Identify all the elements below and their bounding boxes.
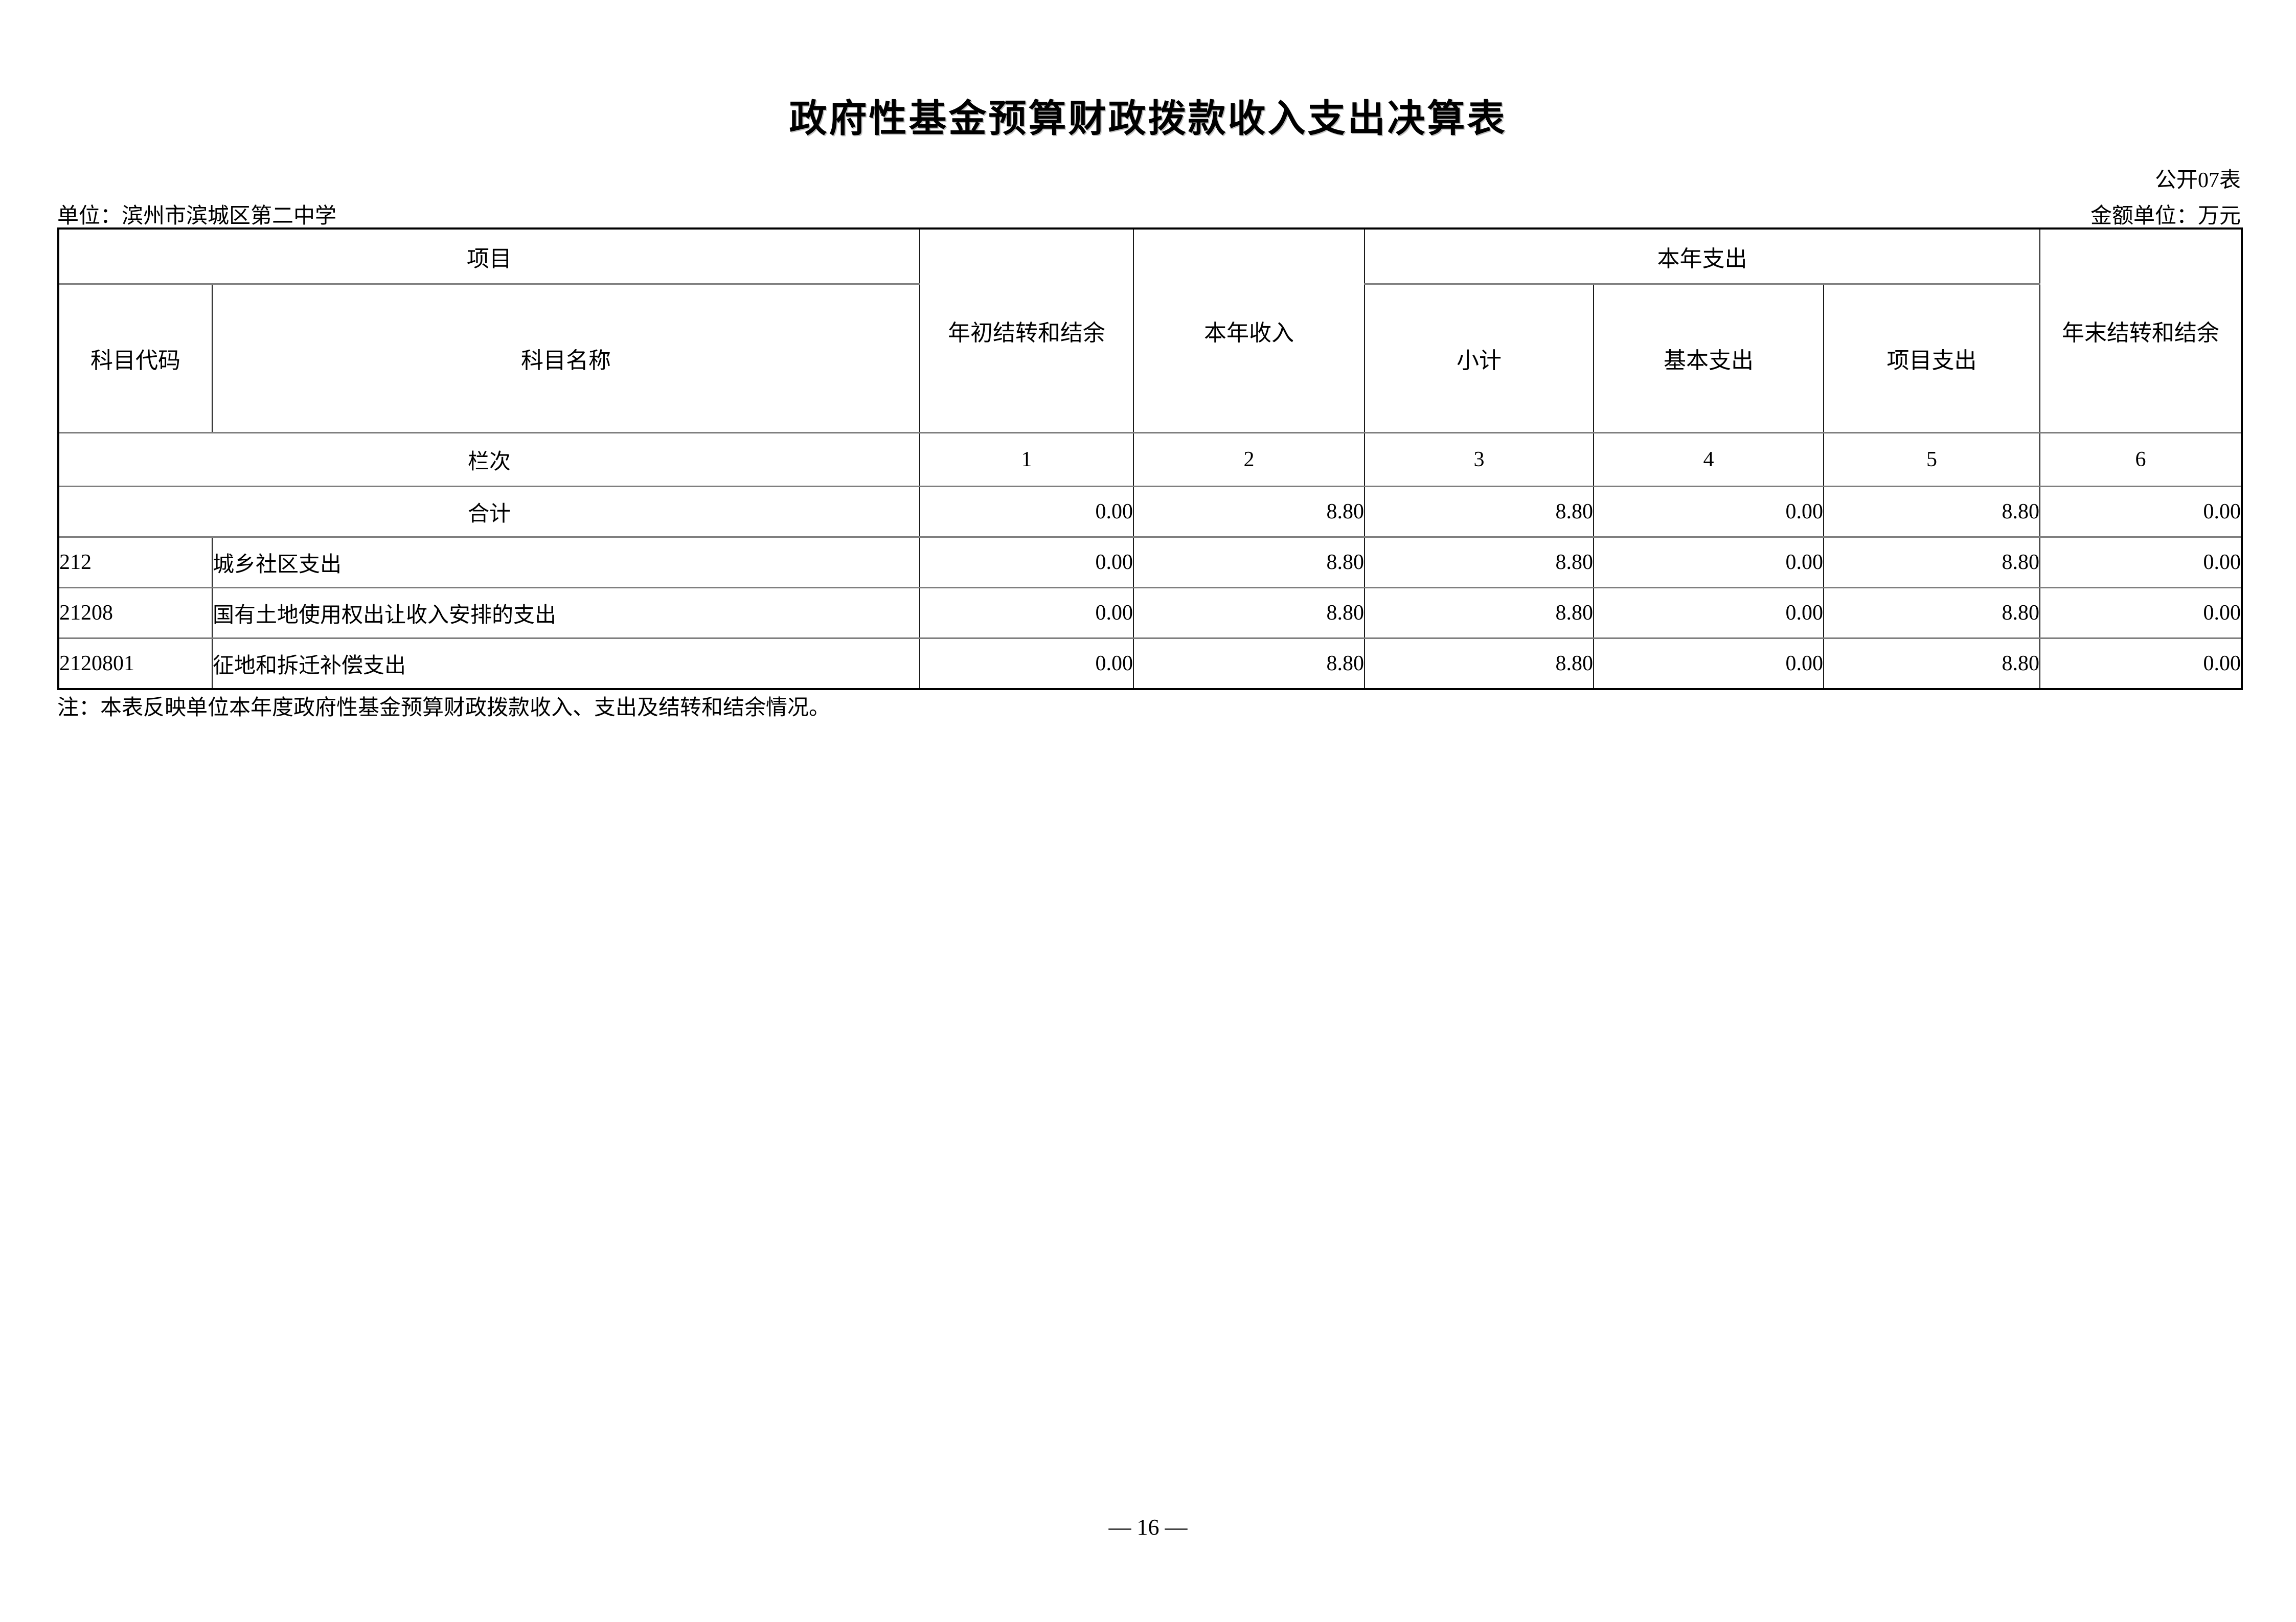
column-index-row: 栏次 1 2 3 4 5 6 [58, 432, 2243, 487]
header-year-income: 本年收入 [1133, 227, 1365, 433]
value-cell: 8.80 [1133, 486, 1365, 538]
col-index-1: 1 [919, 432, 1134, 487]
table-row-2120801: 2120801 征地和拆迁补偿支出 0.00 8.80 8.80 0.00 8.… [58, 637, 2243, 690]
subject-code-cell: 2120801 [58, 637, 213, 690]
page-title: 政府性基金预算财政拨款收入支出决算表 [789, 97, 1507, 140]
subject-name-cell: 国有土地使用权出让收入安排的支出 [212, 587, 920, 639]
value-cell: 8.80 [1823, 587, 2041, 639]
table-header-row-top: 项目 年初结转和结余 本年收入 本年支出 年末结转和结余 [58, 227, 2243, 433]
value-cell: 8.80 [1823, 536, 2041, 588]
value-cell: 0.00 [1593, 486, 1824, 538]
subject-name-cell: 征地和拆迁补偿支出 [212, 637, 920, 690]
table-header-row-sub: 科目代码 科目名称 小计 基本支出 项目支出 [58, 283, 2242, 433]
value-cell: 0.00 [919, 486, 1134, 538]
header-subtotal: 小计 [1364, 283, 1594, 433]
value-cell: 8.80 [1364, 536, 1594, 588]
value-cell: 0.00 [2039, 536, 2243, 588]
table-note: 注：本表反映单位本年度政府性基金预算财政拨款收入、支出及结转和结余情况。 [57, 696, 831, 720]
value-cell: 8.80 [1133, 536, 1365, 588]
value-cell: 0.00 [919, 536, 1134, 588]
value-cell: 8.80 [1133, 637, 1365, 690]
header-basic-expense: 基本支出 [1593, 283, 1824, 433]
subject-code-cell: 212 [58, 536, 213, 588]
value-cell: 0.00 [2039, 587, 2243, 639]
unit-label: 单位：滨州市滨城区第二中学 [57, 204, 337, 228]
value-cell: 0.00 [1593, 637, 1824, 690]
page-number: — 16 — [1108, 1515, 1188, 1540]
table-row-total: 合计 0.00 8.80 8.80 0.00 8.80 0.00 [58, 486, 2243, 538]
lanci-label: 栏次 [58, 432, 920, 487]
col-index-4: 4 [1593, 432, 1824, 487]
subject-name-cell: 城乡社区支出 [212, 536, 920, 588]
col-index-3: 3 [1364, 432, 1594, 487]
table-row-212: 212 城乡社区支出 0.00 8.80 8.80 0.00 8.80 0.00 [58, 536, 2243, 588]
value-cell: 0.00 [1593, 536, 1824, 588]
header-year-expense: 本年支出 [1363, 227, 2041, 285]
value-cell: 0.00 [1593, 587, 1824, 639]
header-subject-name: 科目名称 [212, 283, 920, 433]
value-cell: 8.80 [1364, 587, 1594, 639]
col-index-5: 5 [1823, 432, 2041, 487]
header-begin-balance: 年初结转和结余 [919, 227, 1134, 433]
value-cell: 8.80 [1133, 587, 1365, 639]
value-cell: 8.80 [1364, 486, 1594, 538]
value-cell: 8.80 [1823, 637, 2041, 690]
doc-number-label: 公开07表 [2154, 169, 2241, 192]
value-cell: 0.00 [2039, 637, 2243, 690]
value-cell: 0.00 [919, 637, 1134, 690]
header-project: 项目 [58, 227, 920, 285]
value-cell: 0.00 [919, 587, 1134, 639]
header-subject-code: 科目代码 [58, 283, 213, 433]
header-end-balance: 年末结转和结余 [2039, 227, 2243, 433]
amount-unit-label: 金额单位：万元 [2090, 204, 2241, 228]
total-label-cell: 合计 [58, 486, 920, 538]
col-index-2: 2 [1133, 432, 1365, 487]
value-cell: 8.80 [1364, 637, 1594, 690]
fund-budget-table: 项目 年初结转和结余 本年收入 本年支出 年末结转和结余 科目代码 科目名称 小… [57, 227, 2243, 690]
col-index-6: 6 [2039, 432, 2243, 487]
header-project-expense: 项目支出 [1823, 283, 2041, 433]
subject-code-cell: 21208 [58, 587, 213, 639]
value-cell: 8.80 [1823, 486, 2041, 538]
table-row-21208: 21208 国有土地使用权出让收入安排的支出 0.00 8.80 8.80 0.… [58, 587, 2243, 639]
value-cell: 0.00 [2039, 486, 2243, 538]
